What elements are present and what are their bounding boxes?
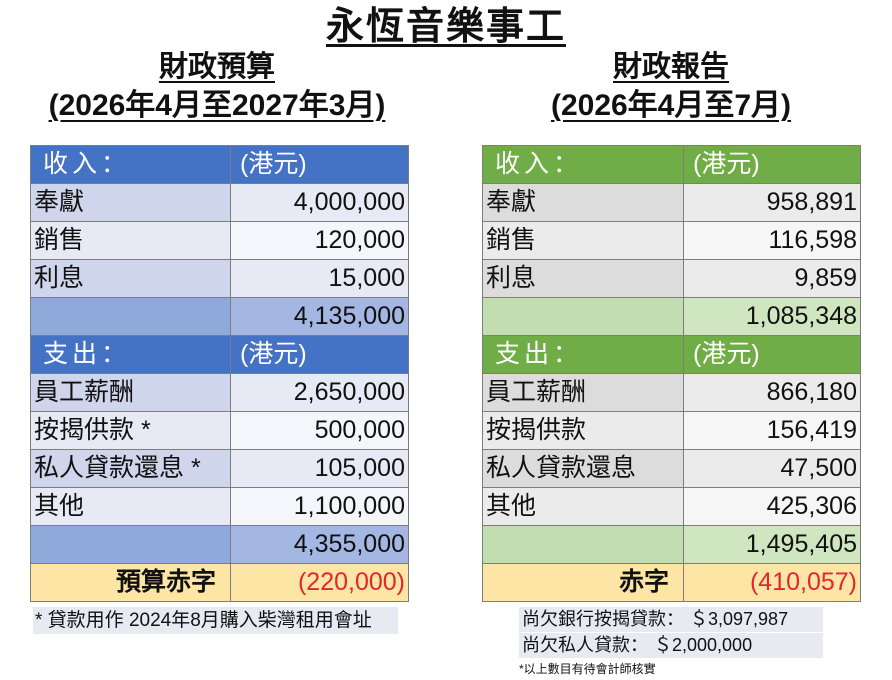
table-row: 其他 425,306 — [482, 487, 861, 526]
row-value: 958,891 — [683, 183, 861, 222]
row-value: 156,419 — [683, 411, 861, 450]
total-label-cell — [30, 525, 231, 564]
row-value: 120,000 — [230, 221, 409, 260]
report-expense-header-row: 支出： (港元) — [482, 335, 861, 374]
currency-unit-label: (港元) — [683, 145, 861, 184]
table-row: 利息 9,859 — [482, 259, 861, 298]
report-heading: 財政報告 — [612, 51, 729, 83]
expense-total-value: 1,495,405 — [683, 525, 861, 564]
income-total-row: 1,085,348 — [482, 297, 861, 336]
row-value: 4,000,000 — [230, 183, 409, 222]
deficit-row: 赤字 (410,057) — [482, 563, 861, 602]
table-row: 私人貸款還息 47,500 — [482, 449, 861, 488]
table-row: 按揭供款 156,419 — [482, 411, 861, 450]
outstanding-amount: ＄3,097,987 — [690, 609, 789, 629]
deficit-value: (220,000) — [230, 563, 409, 602]
table-row: 銷售 116,598 — [482, 221, 861, 260]
budget-income-header-row: 收入： (港元) — [30, 145, 409, 184]
deficit-label: 預算赤字 — [30, 563, 231, 602]
row-label: 員工薪酬 — [30, 373, 231, 412]
table-row: 銷售 120,000 — [30, 221, 409, 260]
table-row: 其他 1,100,000 — [30, 487, 409, 526]
row-value: 866,180 — [683, 373, 861, 412]
budget-period: (2026年4月至2027年3月) — [48, 89, 386, 122]
outstanding-label: 尚欠銀行按揭貸款： — [522, 609, 684, 629]
row-label: 奉獻 — [482, 183, 684, 222]
row-label: 其他 — [482, 487, 684, 526]
budget-expense-header-row: 支出： (港元) — [30, 335, 409, 374]
row-label: 其他 — [30, 487, 231, 526]
outstanding-label: 尚欠私人貸款： — [522, 635, 648, 655]
row-label: 員工薪酬 — [482, 373, 684, 412]
row-label: 奉獻 — [30, 183, 231, 222]
budget-heading-block: 財政預算 (2026年4月至2027年3月) — [7, 48, 427, 126]
table-row: 員工薪酬 2,650,000 — [30, 373, 409, 412]
total-label-cell — [30, 297, 231, 336]
outstanding-mortgage-line: 尚欠銀行按揭貸款： ＄3,097,987 — [519, 607, 823, 632]
outstanding-loans: 尚欠銀行按揭貸款： ＄3,097,987 尚欠私人貸款： ＄2,000,000 — [519, 607, 823, 659]
row-value: 116,598 — [683, 221, 861, 260]
outstanding-amount: ＄2,000,000 — [654, 635, 753, 655]
row-value: 15,000 — [230, 259, 409, 298]
expense-header-label: 支出： — [30, 335, 231, 374]
deficit-value: (410,057) — [683, 563, 861, 602]
audit-footnote: *以上數目有待會計師核實 — [519, 662, 656, 676]
currency-unit-label: (港元) — [230, 335, 409, 374]
table-row: 奉獻 958,891 — [482, 183, 861, 222]
row-label: 私人貸款還息 * — [30, 449, 231, 488]
currency-unit-label: (港元) — [230, 145, 409, 184]
row-label: 按揭供款 — [482, 411, 684, 450]
currency-unit-label: (港元) — [683, 335, 861, 374]
loan-footnote: * 貸款用作 2024年8月購入柴灣租用會址 — [33, 607, 398, 634]
income-header-label: 收入： — [482, 145, 684, 184]
deficit-row: 預算赤字 (220,000) — [30, 563, 409, 602]
income-total-value: 1,085,348 — [683, 297, 861, 336]
row-label: 銷售 — [482, 221, 684, 260]
report-table: 收入： (港元) 奉獻 958,891 銷售 116,598 利息 9,859 … — [482, 145, 861, 602]
budget-heading: 財政預算 — [158, 51, 275, 83]
expense-header-label: 支出： — [482, 335, 684, 374]
report-period: (2026年4月至7月) — [550, 89, 792, 122]
expense-total-value: 4,355,000 — [230, 525, 409, 564]
income-header-label: 收入： — [30, 145, 231, 184]
table-row: 奉獻 4,000,000 — [30, 183, 409, 222]
row-label: 利息 — [482, 259, 684, 298]
row-value: 1,100,000 — [230, 487, 409, 526]
report-heading-block: 財政報告 (2026年4月至7月) — [461, 48, 881, 126]
row-label: 私人貸款還息 — [482, 449, 684, 488]
income-total-row: 4,135,000 — [30, 297, 409, 336]
table-row: 私人貸款還息 * 105,000 — [30, 449, 409, 488]
row-label: 按揭供款 * — [30, 411, 231, 450]
outstanding-private-loan-line: 尚欠私人貸款： ＄2,000,000 — [519, 633, 823, 658]
expense-total-row: 4,355,000 — [30, 525, 409, 564]
income-total-value: 4,135,000 — [230, 297, 409, 336]
row-value: 500,000 — [230, 411, 409, 450]
total-label-cell — [482, 525, 684, 564]
expense-total-row: 1,495,405 — [482, 525, 861, 564]
budget-table: 收入： (港元) 奉獻 4,000,000 銷售 120,000 利息 15,0… — [30, 145, 409, 602]
total-label-cell — [482, 297, 684, 336]
row-value: 47,500 — [683, 449, 861, 488]
row-value: 105,000 — [230, 449, 409, 488]
row-value: 2,650,000 — [230, 373, 409, 412]
row-value: 9,859 — [683, 259, 861, 298]
table-row: 按揭供款 * 500,000 — [30, 411, 409, 450]
row-value: 425,306 — [683, 487, 861, 526]
row-label: 利息 — [30, 259, 231, 298]
row-label: 銷售 — [30, 221, 231, 260]
page-title: 永恆音樂事工 — [325, 6, 566, 48]
deficit-label: 赤字 — [482, 563, 684, 602]
table-row: 利息 15,000 — [30, 259, 409, 298]
table-row: 員工薪酬 866,180 — [482, 373, 861, 412]
report-income-header-row: 收入： (港元) — [482, 145, 861, 184]
